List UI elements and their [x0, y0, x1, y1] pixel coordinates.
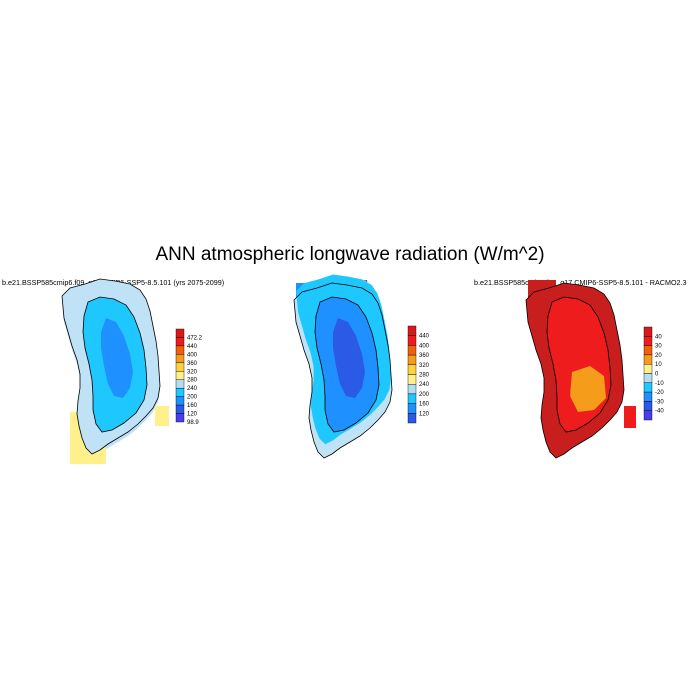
- colorbar-swatch: [643, 345, 653, 356]
- colorbar-tick-label: 280: [419, 373, 430, 379]
- colorbar-swatch: [407, 364, 417, 375]
- colorbar-tick-label: 360: [187, 361, 198, 367]
- colorbar-swatch: [643, 401, 653, 411]
- colorbar-swatch: [407, 374, 417, 385]
- colorbar-tick-label: 20: [655, 353, 662, 359]
- colorbar-swatch: [175, 396, 185, 406]
- colorbar-swatch: [175, 379, 185, 389]
- colorbar-swatch: [643, 364, 653, 374]
- colorbar-swatch: [643, 373, 653, 384]
- colorbar-tick-label: 120: [419, 411, 430, 417]
- colorbar-swatch: [175, 337, 185, 347]
- colorbar-swatch: [407, 335, 417, 346]
- colorbar-swatch: [175, 362, 185, 372]
- colorbar-swatch: [407, 384, 417, 395]
- colorbar-swatch: [407, 413, 417, 424]
- colorbar-swatch: [407, 393, 417, 404]
- colorbar-swatch: [407, 403, 417, 414]
- colorbar-tick-label: 240: [187, 386, 198, 392]
- panel-1-map: [61, 278, 169, 464]
- colorbar-swatch: [175, 328, 185, 338]
- colorbar-swatch: [643, 391, 653, 402]
- colorbar-swatch: [643, 354, 653, 365]
- colorbar-swatch: [175, 345, 185, 355]
- colorbar-swatch: [175, 371, 185, 380]
- panel-3-map: [525, 280, 636, 459]
- colorbar-swatch: [643, 326, 653, 337]
- colorbar-swatch: [407, 345, 417, 356]
- colorbar-tick-label: 440: [419, 334, 430, 340]
- colorbar-tick-label: 400: [187, 352, 198, 358]
- panel-1-colorbar: 472.2 440 400 360 320 280 240 200 160 120 98.9: [175, 328, 203, 426]
- colorbar-swatch: [175, 413, 185, 423]
- colorbar-tick-label: 240: [419, 382, 430, 388]
- colorbar-tick-label: -40: [655, 409, 664, 415]
- panel-3-title: b.e21.BSSP585cmip6.f09_g17.CMIP6-SSP5-8.…: [474, 278, 687, 287]
- colorbar-tick-label: 160: [419, 402, 430, 408]
- panel-2-map: [293, 274, 393, 459]
- colorbar-tick-label: 98.9: [187, 420, 199, 426]
- colorbar-tick-label: 320: [419, 363, 430, 369]
- colorbar-swatch: [407, 354, 417, 366]
- colorbar-tick-label: 440: [187, 344, 198, 350]
- colorbar-tick-label: -30: [655, 399, 664, 405]
- colorbar-tick-label: 360: [419, 353, 430, 359]
- colorbar-swatch: [175, 404, 185, 414]
- panel-3-colorbar: 40 30 20 10 0 -10 -20 -30 -40: [643, 326, 664, 421]
- colorbar-tick-label: 400: [419, 343, 430, 349]
- figure-title: ANN atmospheric longwave radiation (W/m^…: [155, 244, 545, 265]
- colorbar-tick-label: 472.2: [187, 335, 203, 341]
- panel-2-colorbar: 440 400 360 320 280 240 200 160 120: [407, 325, 430, 424]
- colorbar-tick-label: 0: [655, 372, 659, 378]
- colorbar-tick-label: -10: [655, 381, 664, 387]
- colorbar-swatch: [407, 325, 417, 336]
- colorbar-swatch: [643, 336, 653, 346]
- colorbar-tick-label: 40: [655, 334, 662, 340]
- colorbar-swatch: [175, 354, 185, 364]
- colorbar-tick-label: 120: [187, 412, 198, 418]
- colorbar-tick-label: 320: [187, 369, 198, 375]
- colorbar-swatch: [643, 382, 653, 393]
- colorbar-tick-label: 200: [187, 395, 198, 401]
- colorbar-tick-label: 10: [655, 362, 662, 368]
- colorbar-tick-label: 200: [419, 392, 430, 398]
- colorbar-tick-label: -20: [655, 390, 664, 396]
- colorbar-tick-label: 280: [187, 378, 198, 384]
- colorbar-tick-label: 160: [187, 403, 198, 409]
- colorbar-swatch: [643, 410, 653, 421]
- colorbar-swatch: [175, 387, 185, 397]
- colorbar-tick-label: 30: [655, 344, 662, 350]
